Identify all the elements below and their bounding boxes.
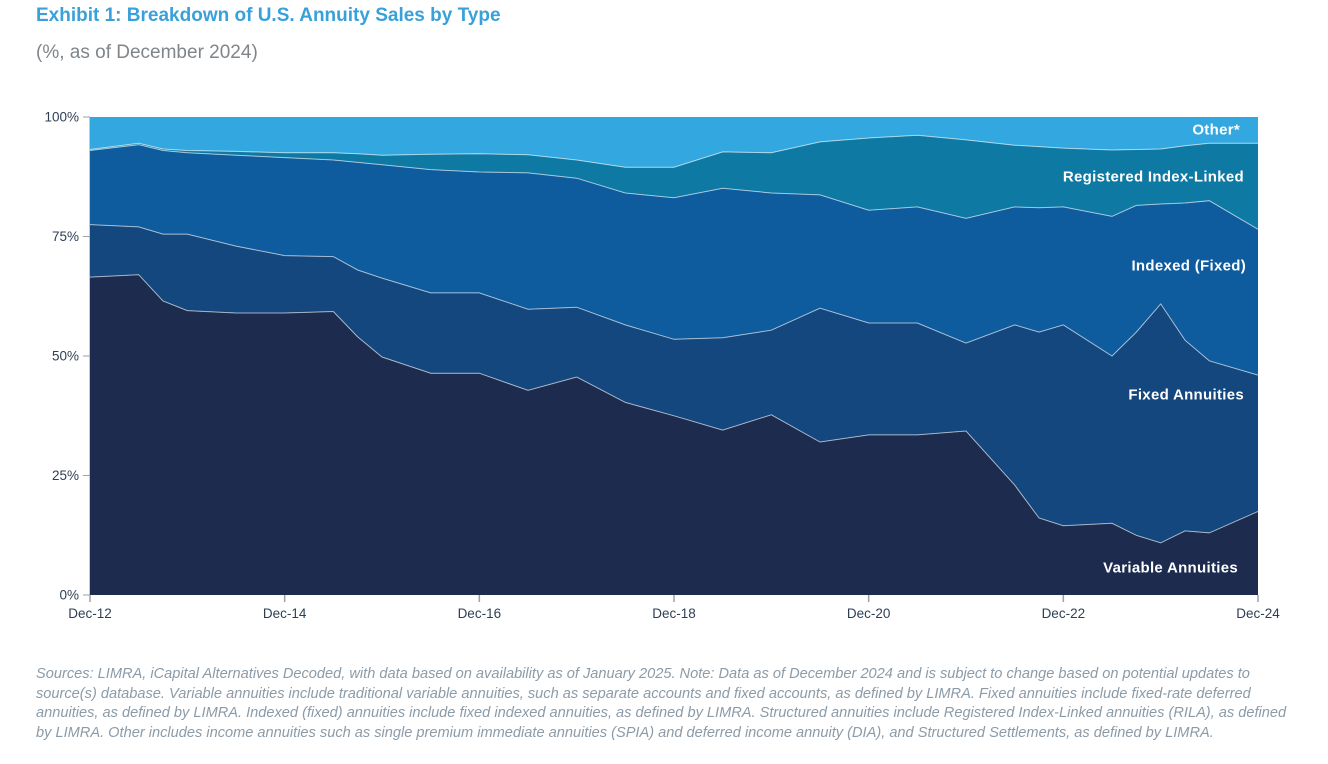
series-label-variable-annuities: Variable Annuities — [1103, 559, 1238, 577]
annuity-sales-chart: 0% 25% 50% 75% 100% Dec-12 Dec-14 Dec-16 Dec-18 D… — [44, 110, 1280, 622]
area-variable-annuities — [90, 274, 1258, 595]
area-indexed-fixed — [90, 144, 1258, 376]
exhibit-title: Exhibit 1: Breakdown of U.S. Annuity Sal… — [36, 5, 501, 26]
x-tick-label: Dec-12 — [68, 606, 112, 621]
x-tick-label: Dec-16 — [458, 606, 502, 621]
x-tick-label: Dec-24 — [1236, 606, 1280, 621]
source-note: Sources: LIMRA, iCapital Alternatives De… — [36, 666, 1287, 741]
y-tick-label: 75% — [52, 229, 79, 244]
series-boundary-line — [89, 144, 1259, 230]
series-label-other: Other* — [1192, 121, 1240, 139]
series-label-registered-index-linked: Registered Index-Linked — [1062, 168, 1244, 186]
area-fixed-annuities — [90, 224, 1258, 543]
series-label-fixed-annuities: Fixed Annuities — [1128, 386, 1244, 404]
area-other — [90, 117, 1258, 168]
exhibit-subtitle: (%, as of December 2024) — [36, 42, 258, 63]
x-tick-label: Dec-14 — [263, 606, 307, 621]
x-tick-label: Dec-20 — [847, 606, 891, 621]
series-boundary-line — [89, 224, 1259, 376]
y-tick-label: 100% — [44, 110, 79, 125]
series-boundary-line — [89, 274, 1259, 544]
area-registered-index-linked — [90, 135, 1258, 230]
y-tick-label: 50% — [52, 349, 79, 364]
series-boundary-line — [89, 134, 1258, 168]
y-tick-label: 25% — [52, 468, 79, 483]
x-tick-label: Dec-18 — [652, 606, 696, 621]
x-tick-label: Dec-22 — [1042, 606, 1086, 621]
y-tick-label: 0% — [59, 588, 79, 603]
series-label-indexed-fixed: Indexed (Fixed) — [1131, 257, 1246, 275]
stacked-area-chart: 0% 25% 50% 75% 100% Dec-12 Dec-14 Dec-16 Dec-18 D… — [44, 110, 1280, 622]
